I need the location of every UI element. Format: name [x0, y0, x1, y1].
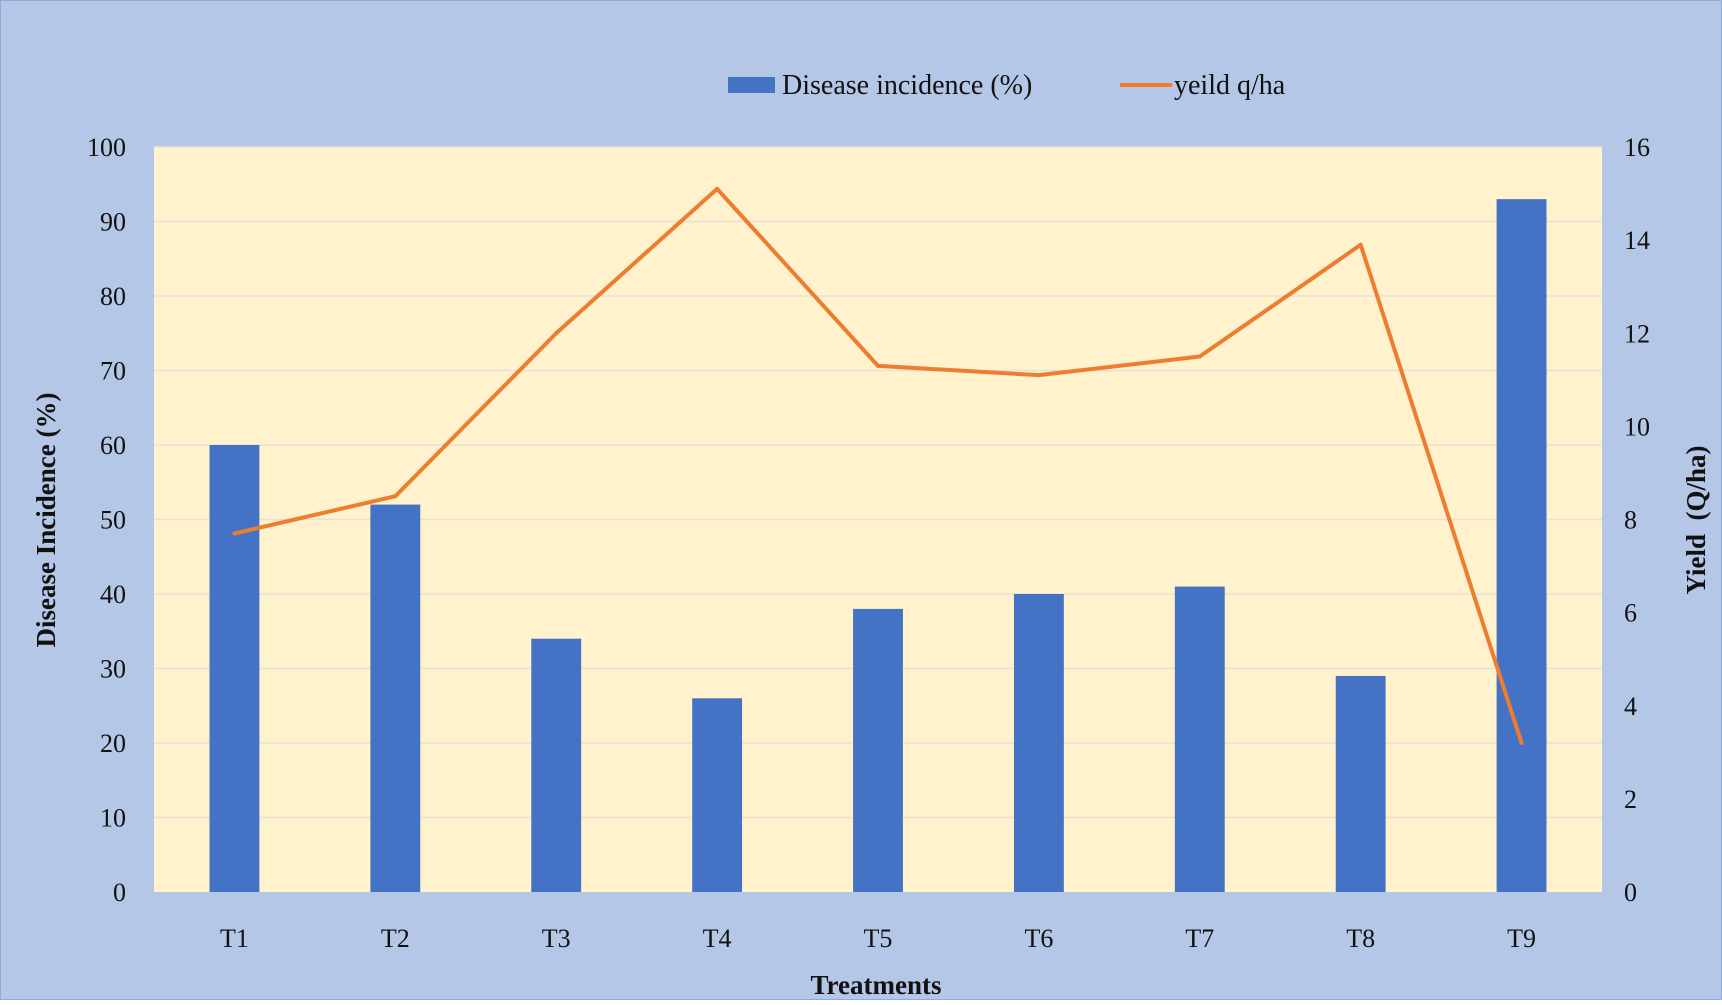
y2-tick-label: 6: [1624, 599, 1637, 628]
line-point: [1519, 741, 1524, 745]
y-tick-label: 60: [100, 431, 126, 460]
x-tick-label: T2: [381, 924, 410, 953]
x-tick-label: T9: [1507, 924, 1536, 953]
line-point: [232, 531, 237, 536]
y-tick-label: 10: [100, 804, 126, 833]
legend-bar-label: Disease incidence (%): [782, 70, 1032, 101]
y-tick-label: 40: [100, 580, 126, 609]
y2-tick-label: 2: [1624, 785, 1637, 814]
y-tick-label: 100: [87, 133, 126, 162]
x-tick-label: T3: [542, 924, 571, 953]
y-axis-title: Disease Incidence (%): [31, 393, 61, 648]
y2-axis-title: Yield (Q/ha): [1681, 445, 1711, 594]
legend-line-label: yeild q/ha: [1174, 70, 1286, 101]
right-axis-ticks: 0 2 4 6 8 10 12 14 16: [1624, 133, 1650, 907]
x-axis-title: Treatments: [811, 970, 942, 1000]
x-axis-ticks: T1 T2 T3 T4 T5 T6 T7 T8 T9: [220, 924, 1536, 953]
bar: [1174, 586, 1225, 892]
line-point: [1197, 354, 1202, 359]
y2-tick-label: 4: [1624, 692, 1637, 721]
bar: [692, 698, 743, 892]
bar: [1335, 675, 1386, 892]
y2-tick-label: 16: [1624, 133, 1650, 162]
line-series: [232, 186, 1524, 745]
bar: [370, 504, 421, 892]
bar: [853, 608, 903, 892]
y2-tick-label: 8: [1624, 506, 1637, 535]
y-tick-label: 30: [100, 655, 126, 684]
x-tick-label: T6: [1024, 924, 1053, 953]
y-tick-label: 90: [100, 208, 126, 237]
legend-bar-swatch: [728, 77, 775, 93]
y2-tick-label: 14: [1624, 226, 1650, 255]
bar-series: [209, 199, 1547, 892]
x-tick-label: T8: [1346, 924, 1375, 953]
y-tick-label: 50: [100, 506, 126, 535]
legend: Disease incidence (%) yeild q/ha: [728, 70, 1286, 101]
line-point: [715, 186, 720, 191]
left-axis-ticks: 0 10 20 30 40 50 60 70 80 90 100: [87, 133, 126, 907]
y2-tick-label: 12: [1624, 319, 1650, 348]
y-tick-label: 0: [113, 878, 126, 907]
x-tick-label: T4: [703, 924, 732, 953]
bar: [209, 445, 260, 892]
x-tick-label: T5: [864, 924, 893, 953]
x-tick-label: T7: [1185, 924, 1214, 953]
y-tick-label: 20: [100, 729, 126, 758]
y2-tick-label: 0: [1624, 878, 1637, 907]
y2-tick-label: 10: [1624, 412, 1650, 441]
line-point: [876, 363, 880, 368]
line-point: [393, 494, 398, 499]
bar: [531, 638, 582, 892]
line-point: [1358, 242, 1363, 247]
bar: [1496, 199, 1547, 892]
y-tick-label: 70: [100, 357, 126, 386]
bar: [1013, 594, 1064, 892]
y-tick-label: 80: [100, 282, 126, 311]
x-tick-label: T1: [220, 924, 249, 953]
line-point: [1036, 373, 1041, 378]
line-point: [554, 331, 559, 336]
